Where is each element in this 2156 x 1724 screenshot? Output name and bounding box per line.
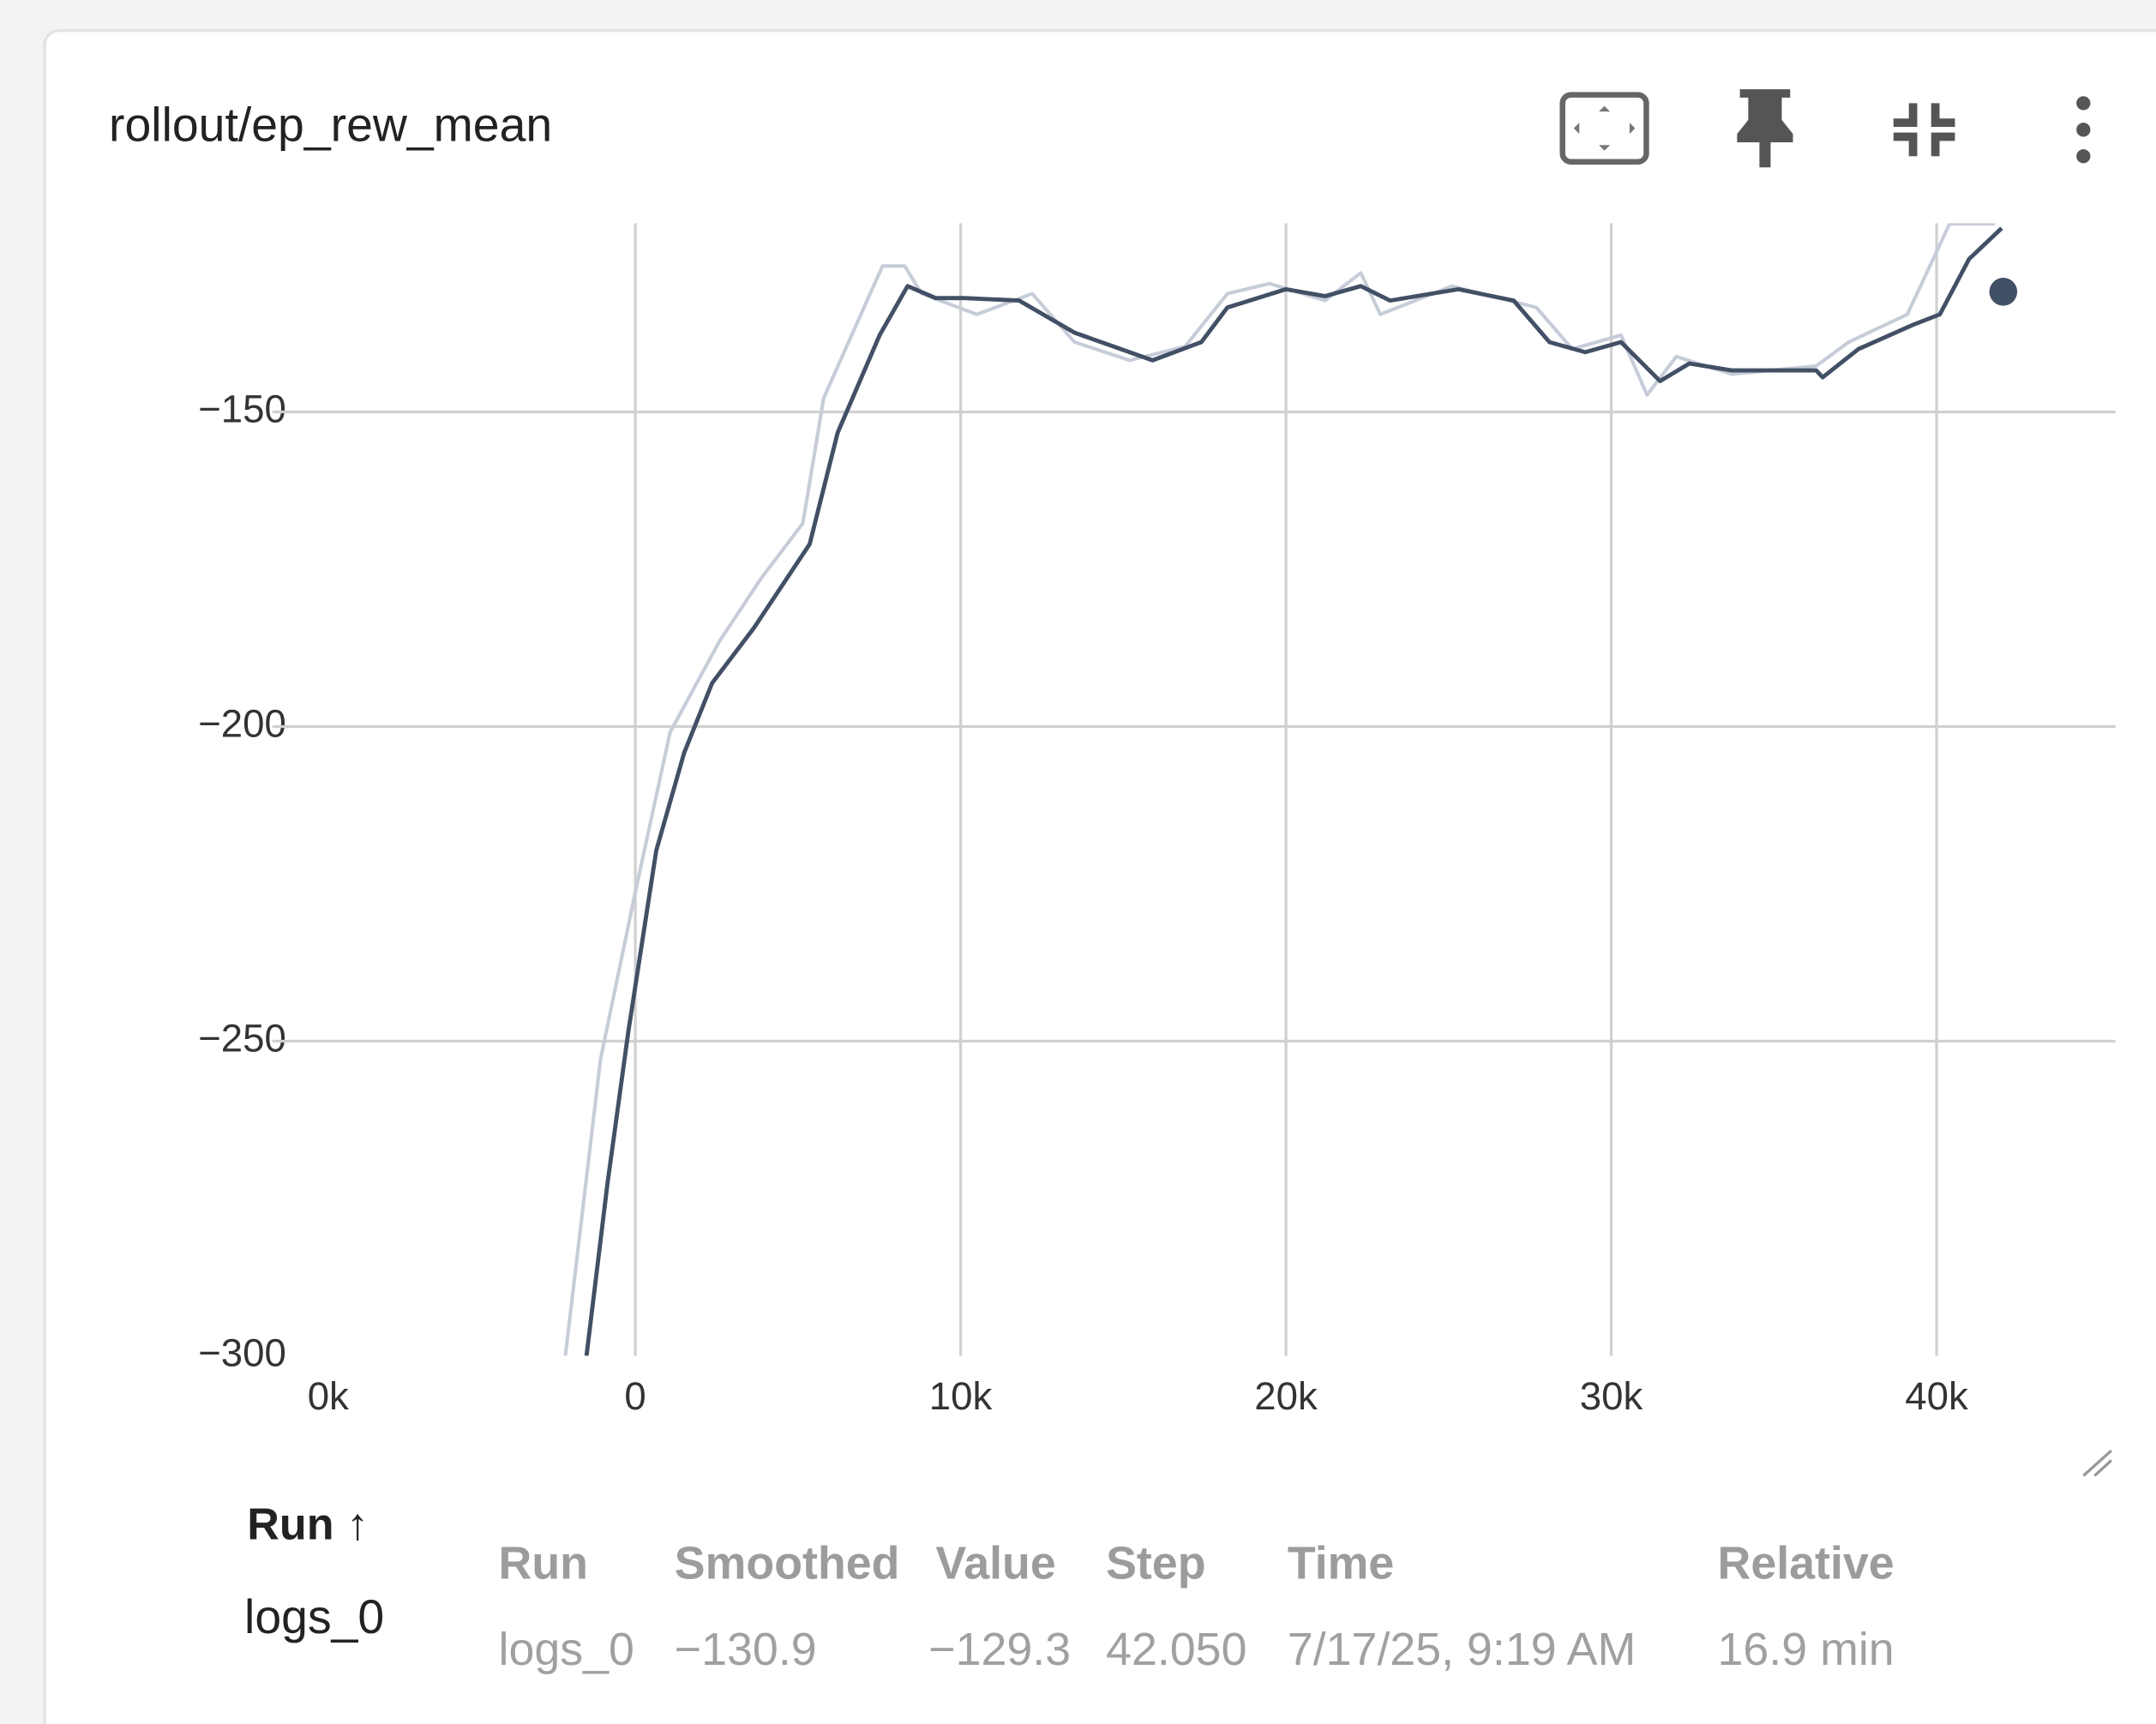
table-cell: 7/17/25, 9:19 AM [1288,1624,1636,1675]
y-tick-label: −200 [198,702,286,746]
collapse-icon[interactable] [1893,103,1955,157]
x-tick-label: 30k [1580,1374,1643,1418]
table-cell: 42.050 [1106,1624,1246,1675]
table-header: Value [935,1537,1055,1589]
x-tick-label: 0 [624,1374,646,1418]
table-cell: logs_0 [499,1624,634,1675]
series-line [584,226,2003,1356]
table-header: Relative [1718,1537,1895,1589]
run-item[interactable]: logs_0 [244,1590,384,1643]
axes: −300 −250 −200 −150 0k 0 10k 20k 30k 40k [198,223,2116,1418]
table-header: Step [1106,1537,1205,1589]
cursor-point [1989,278,2018,306]
y-tick-label: −150 [198,387,286,431]
chart-title: rollout/ep_rew_mean [109,98,552,151]
pin-icon[interactable] [1737,89,1793,168]
runs-header[interactable]: Run ↑ [247,1499,369,1549]
x-tick-label: 20k [1254,1374,1318,1418]
table-cell: −129.3 [928,1624,1071,1675]
y-tick-label: −250 [198,1017,286,1060]
plot-area [563,223,2003,1356]
table-header: Run [499,1537,588,1589]
card [43,29,2156,1724]
x-tick-label: 40k [1905,1374,1968,1418]
resize-handle[interactable] [2082,1449,2112,1477]
table-header: Smoothed [675,1537,900,1589]
x-tick-label: 10k [929,1374,993,1418]
table-header: Time [1288,1537,1394,1589]
x-tick-label: 0k [308,1374,349,1418]
runs-list: logs_0 [244,1590,384,1643]
fit-icon[interactable] [1559,92,1649,165]
menu-icon[interactable] [2076,96,2091,164]
data-table: Run Smoothed Value Step Time Relative logs_0 −1… [499,1537,1895,1675]
table-cell: 16.9 min [1718,1624,1895,1675]
y-tick-label: −300 [198,1331,286,1375]
table-cell: −130.9 [675,1624,817,1675]
